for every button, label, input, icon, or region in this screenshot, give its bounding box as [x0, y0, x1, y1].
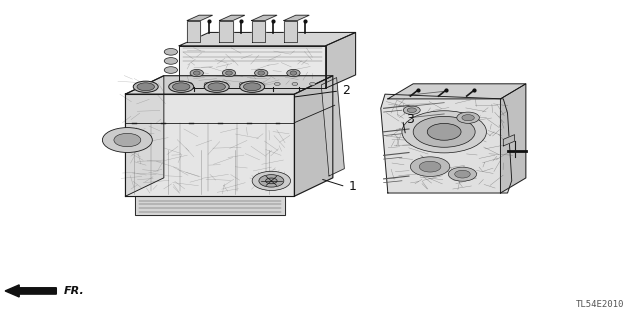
- Circle shape: [102, 128, 152, 152]
- Polygon shape: [252, 20, 265, 42]
- Circle shape: [266, 178, 277, 184]
- Ellipse shape: [287, 70, 300, 77]
- Circle shape: [407, 108, 417, 113]
- Ellipse shape: [221, 82, 227, 85]
- Ellipse shape: [275, 82, 280, 85]
- Text: FR.: FR.: [64, 286, 84, 296]
- Ellipse shape: [172, 83, 190, 91]
- Ellipse shape: [193, 71, 200, 75]
- Polygon shape: [284, 20, 297, 42]
- Polygon shape: [252, 15, 277, 20]
- Polygon shape: [125, 76, 333, 94]
- Ellipse shape: [239, 82, 245, 85]
- Circle shape: [164, 48, 177, 55]
- Polygon shape: [125, 76, 164, 196]
- Text: 3: 3: [406, 113, 413, 126]
- FancyArrow shape: [5, 285, 56, 297]
- Circle shape: [114, 133, 141, 147]
- Polygon shape: [135, 196, 285, 215]
- Circle shape: [419, 161, 441, 172]
- Circle shape: [164, 58, 177, 64]
- Circle shape: [403, 106, 420, 115]
- Polygon shape: [179, 46, 326, 88]
- Polygon shape: [125, 94, 294, 196]
- Circle shape: [454, 170, 470, 178]
- Text: 1: 1: [349, 180, 356, 193]
- Ellipse shape: [222, 70, 236, 77]
- Polygon shape: [326, 33, 356, 88]
- Text: TL54E2010: TL54E2010: [575, 300, 624, 309]
- Polygon shape: [321, 78, 344, 176]
- Ellipse shape: [240, 81, 265, 93]
- Polygon shape: [294, 76, 333, 196]
- Polygon shape: [388, 84, 526, 99]
- Ellipse shape: [257, 82, 262, 85]
- Ellipse shape: [208, 83, 225, 91]
- Polygon shape: [284, 15, 309, 20]
- Ellipse shape: [190, 70, 204, 77]
- Ellipse shape: [186, 82, 193, 85]
- Circle shape: [259, 175, 284, 187]
- Ellipse shape: [169, 81, 194, 93]
- Ellipse shape: [204, 82, 210, 85]
- Ellipse shape: [137, 83, 154, 91]
- Polygon shape: [187, 20, 200, 42]
- Text: 2: 2: [342, 85, 350, 97]
- Circle shape: [428, 123, 461, 140]
- Ellipse shape: [243, 83, 261, 91]
- Ellipse shape: [258, 71, 264, 75]
- Ellipse shape: [292, 82, 298, 85]
- Ellipse shape: [255, 70, 268, 77]
- Circle shape: [457, 112, 479, 123]
- Polygon shape: [179, 33, 356, 46]
- Polygon shape: [503, 135, 515, 146]
- Circle shape: [449, 167, 477, 181]
- Circle shape: [410, 157, 450, 176]
- Polygon shape: [381, 94, 512, 193]
- Ellipse shape: [310, 82, 316, 85]
- Ellipse shape: [133, 81, 158, 93]
- Polygon shape: [220, 20, 233, 42]
- Circle shape: [413, 116, 475, 147]
- Polygon shape: [220, 15, 244, 20]
- Polygon shape: [500, 84, 526, 193]
- Ellipse shape: [204, 81, 229, 93]
- Polygon shape: [187, 15, 212, 20]
- Circle shape: [252, 171, 291, 190]
- Circle shape: [164, 67, 177, 73]
- Ellipse shape: [226, 71, 232, 75]
- Circle shape: [462, 115, 474, 121]
- Ellipse shape: [290, 71, 297, 75]
- Circle shape: [402, 111, 486, 153]
